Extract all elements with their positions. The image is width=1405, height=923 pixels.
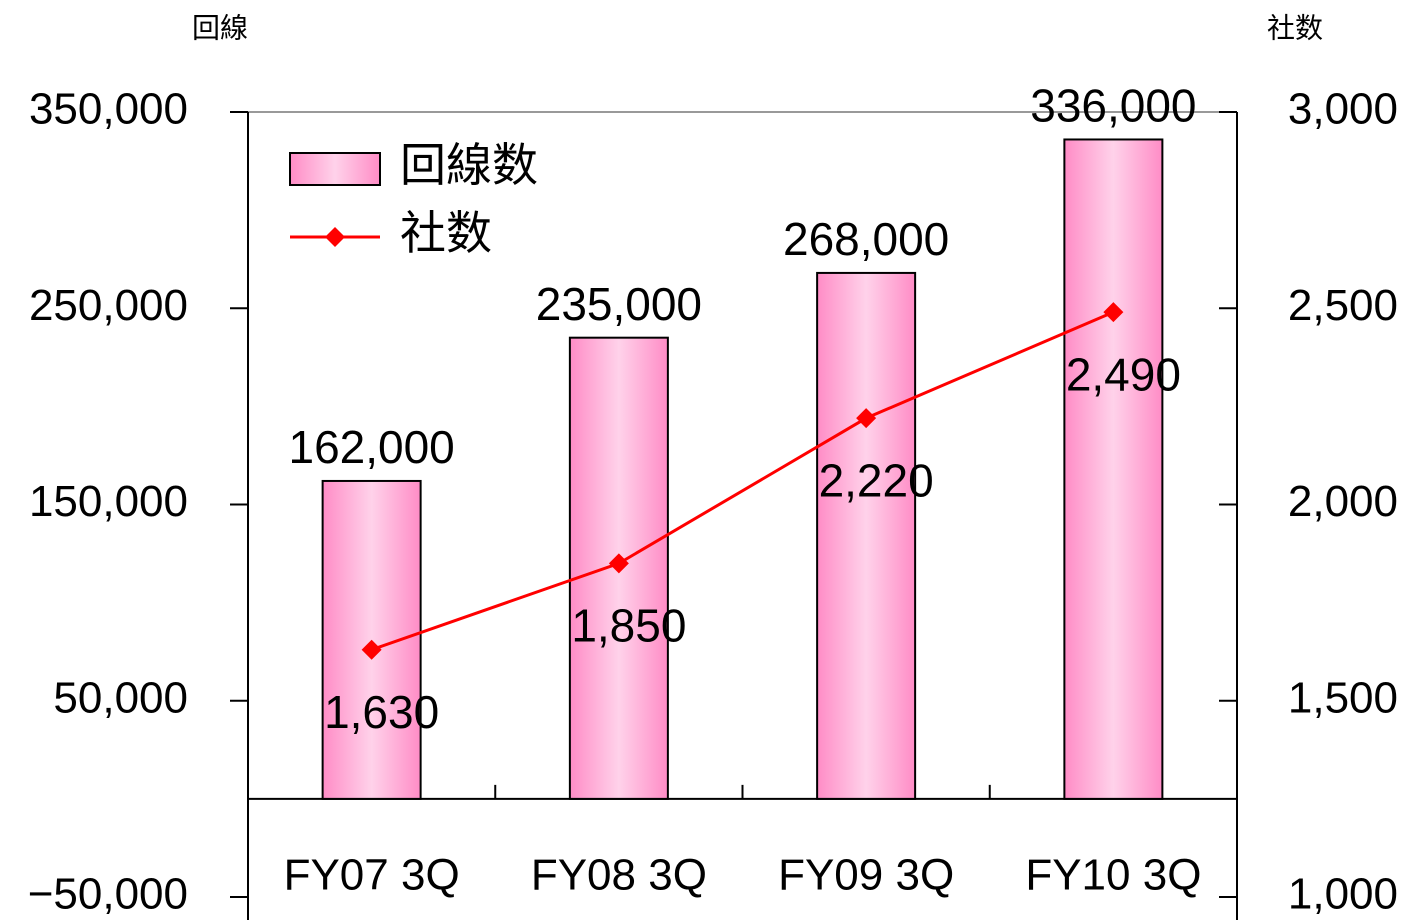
line-value-label: 2,490 <box>1066 348 1181 400</box>
bar-value-label: 268,000 <box>783 213 949 265</box>
y2-tick-label: 3,000 <box>1288 85 1398 134</box>
y-tick-label: 250,000 <box>29 281 188 330</box>
y2-tick-label: 2,000 <box>1288 477 1398 526</box>
y-tick-label: 50,000 <box>53 673 188 722</box>
y-axis-label: 回線 <box>192 12 248 43</box>
x-tick-label: FY08 3Q <box>531 851 707 900</box>
line-marker <box>361 639 382 660</box>
legend-label: 回線数 <box>400 139 538 191</box>
legend-swatch <box>289 152 381 186</box>
bar <box>1063 138 1164 800</box>
y2-axis-label: 社数 <box>1267 12 1323 43</box>
y2-tick-label: 1,500 <box>1288 673 1398 722</box>
y-tick-label: 150,000 <box>29 477 188 526</box>
line-value-label: 2,220 <box>819 454 934 506</box>
y2-tick-label: 2,500 <box>1288 281 1398 330</box>
legend-label: 社数 <box>400 207 492 259</box>
bar-value-label: 336,000 <box>1030 80 1196 132</box>
x-tick-label: FY10 3Q <box>1025 851 1201 900</box>
line <box>371 310 1114 652</box>
line-value-label: 1,630 <box>324 686 439 738</box>
line-value-label: 1,850 <box>571 600 686 652</box>
bar-value-label: 235,000 <box>536 278 702 330</box>
y-tick-label: −50,000 <box>28 870 188 919</box>
x-tick-label: FY09 3Q <box>778 851 954 900</box>
line-marker <box>856 408 877 429</box>
line-marker <box>1103 302 1124 323</box>
bar <box>816 271 917 800</box>
line-marker <box>608 553 629 574</box>
x-tick-label: FY07 3Q <box>284 851 460 900</box>
legend-marker <box>325 227 345 247</box>
y2-tick-label: 1,000 <box>1288 870 1398 919</box>
y-tick-label: 350,000 <box>29 85 188 134</box>
bar-value-label: 162,000 <box>288 421 454 473</box>
